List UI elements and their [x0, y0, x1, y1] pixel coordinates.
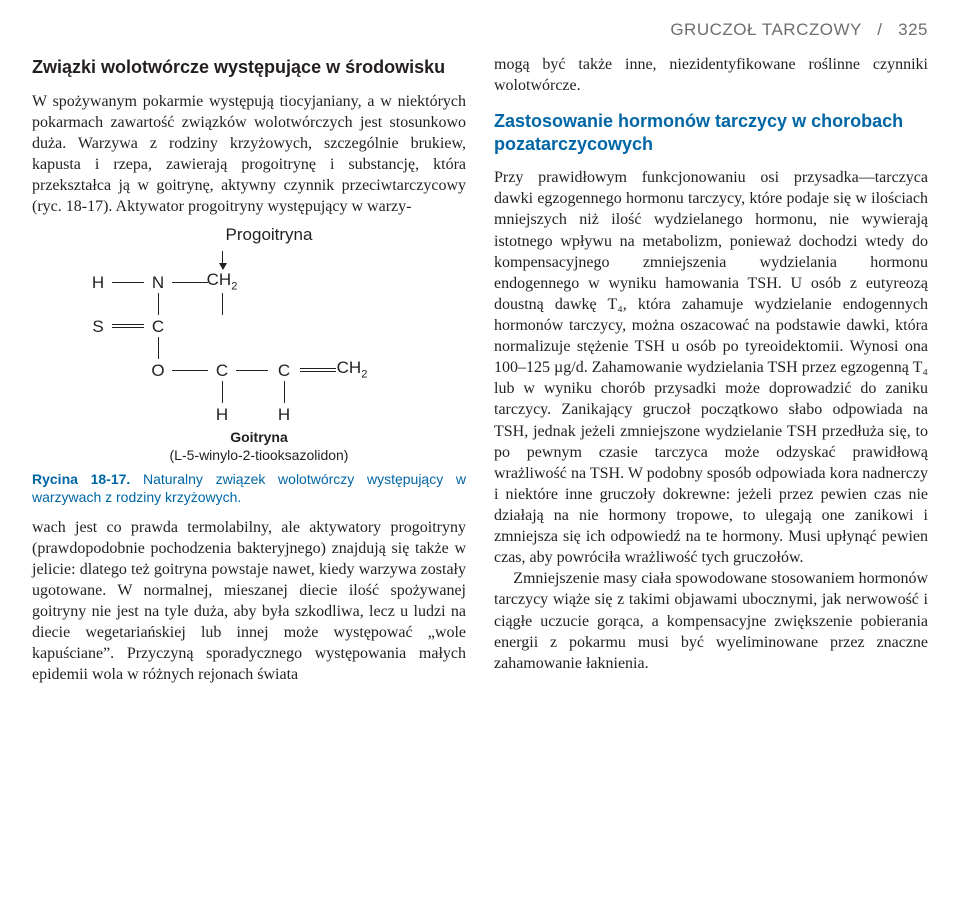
atom-c2: C: [216, 362, 228, 379]
bond-icon: [172, 370, 208, 371]
bond-icon: [158, 337, 159, 359]
running-head-sep: /: [877, 20, 882, 39]
atom-o: O: [151, 362, 164, 379]
right-para-2: Zmniejszenie masy ciała spowodowane stos…: [494, 568, 928, 674]
double-bond-icon: [112, 324, 144, 328]
structure-grid: H N CH2 S: [84, 249, 414, 425]
running-head-page: 325: [898, 20, 928, 39]
figure-caption: Rycina 18-17. Naturalny związek wolotwór…: [32, 470, 466, 506]
left-para-2: wach jest co prawda termolabilny, ale ak…: [32, 517, 466, 686]
left-para-1: W spożywanym pokarmie występują tiocyjan…: [32, 91, 466, 218]
left-column: Związki wolotwórcze występujące w środow…: [32, 54, 466, 685]
bond-icon: [158, 293, 159, 315]
structure-caption: Goitryna (L-5-winylo-2-tiooksazolidon): [84, 429, 414, 464]
bond-icon: [112, 282, 144, 283]
figure-ref: Rycina 18-17.: [32, 471, 130, 487]
page: GRUCZOŁ TARCZOWY / 325 Związki wolotwórc…: [0, 0, 960, 709]
right-para-1: Przy prawidłowym funkcjonowaniu osi przy…: [494, 167, 928, 568]
figure-18-17: Progoitryna H N CH2: [32, 225, 466, 506]
running-head: GRUCZOŁ TARCZOWY / 325: [32, 20, 928, 40]
atom-c: C: [152, 318, 164, 335]
atom-s: S: [92, 318, 103, 335]
structure-top-label: Progoitryna: [84, 225, 414, 245]
bond-icon: [222, 381, 223, 403]
atom-ch2: CH2: [207, 271, 238, 292]
running-head-title: GRUCZOŁ TARCZOWY: [670, 20, 861, 39]
bond-icon: [284, 381, 285, 403]
bond-icon: [236, 370, 268, 371]
right-column: mogą być także inne, niezidentyfikowane …: [494, 54, 928, 685]
bond-icon: [172, 282, 208, 283]
atom-ch2b: CH2: [337, 359, 368, 380]
compound-name: Goitryna: [104, 429, 414, 447]
compound-iupac: (L-5-winylo-2-tiooksazolidon): [170, 447, 349, 463]
arrow-down-icon: [222, 251, 223, 269]
columns: Związki wolotwórcze występujące w środow…: [32, 54, 928, 685]
atom-c3: C: [278, 362, 290, 379]
double-bond-icon: [300, 368, 336, 372]
subsection-heading: Zastosowanie hormonów tarczycy w choroba…: [494, 110, 928, 155]
atom-h: H: [92, 274, 104, 291]
atom-hc: H: [278, 406, 290, 423]
atom-n: N: [152, 274, 164, 291]
section-heading: Związki wolotwórcze występujące w środow…: [32, 56, 466, 79]
bond-icon: [222, 293, 223, 315]
chemical-structure: Progoitryna H N CH2: [84, 225, 414, 464]
atom-hb: H: [216, 406, 228, 423]
right-para-0: mogą być także inne, niezidentyfikowane …: [494, 54, 928, 96]
